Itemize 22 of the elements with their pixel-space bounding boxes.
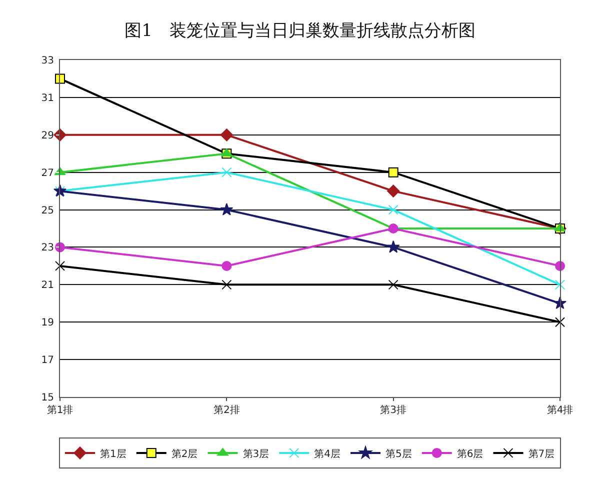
y-tick-label: 21 — [41, 280, 54, 292]
y-tick-label: 17 — [41, 355, 54, 366]
x-tick-label: 第4排 — [546, 404, 574, 416]
x-tick-label: 第1排 — [46, 404, 74, 416]
legend-label: 第7层 — [528, 448, 555, 460]
legend-label: 第2层 — [171, 448, 198, 460]
y-tick-label: 31 — [41, 92, 54, 104]
chart-title: 图1 装笼位置与当日归巢数量折线散点分析图 — [124, 20, 476, 41]
y-tick-label: 19 — [41, 318, 54, 329]
legend-label: 第1层 — [100, 448, 126, 460]
y-tick-label: 33 — [41, 56, 54, 66]
legend-label: 第3层 — [242, 448, 270, 460]
y-tick-label: 29 — [41, 130, 54, 142]
y-tick-label: 15 — [41, 392, 54, 404]
legend-label: 第5层 — [386, 448, 412, 460]
y-tick-label: 25 — [41, 205, 54, 216]
legend-label: 第4层 — [314, 448, 340, 460]
y-tick-label: 27 — [41, 168, 54, 179]
x-tick-label: 第2排 — [213, 404, 240, 416]
y-tick-label: 23 — [41, 242, 54, 254]
legend-label: 第6层 — [456, 448, 484, 460]
x-tick-label: 第3排 — [380, 404, 407, 416]
